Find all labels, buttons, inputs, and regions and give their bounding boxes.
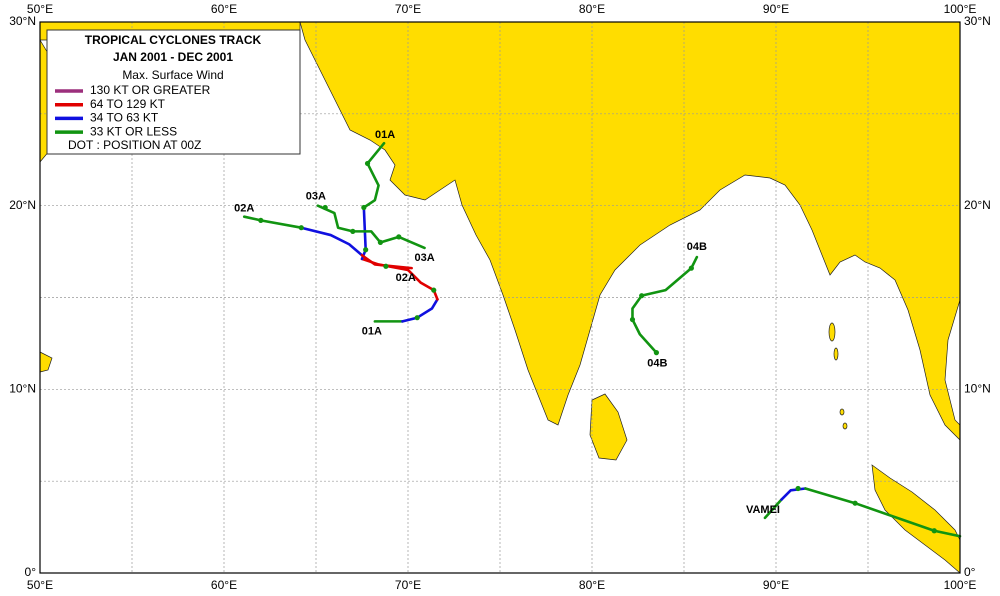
sri-lanka bbox=[589, 393, 628, 461]
legend-note: DOT : POSITION AT 00Z bbox=[68, 138, 201, 152]
track-segment bbox=[316, 204, 426, 250]
x-tick-label: 90°E bbox=[763, 2, 789, 16]
island bbox=[828, 322, 836, 342]
position-dot bbox=[350, 228, 356, 234]
y-tick-label: 0° bbox=[964, 565, 976, 579]
legend: TROPICAL CYCLONES TRACK JAN 2001 - DEC 2… bbox=[46, 29, 301, 155]
track-label: VAMEI bbox=[746, 504, 780, 516]
position-dot bbox=[852, 500, 858, 506]
track-label: 01A bbox=[362, 325, 382, 337]
track-segment bbox=[804, 487, 962, 538]
track-segment bbox=[763, 498, 783, 520]
position-dot bbox=[258, 217, 264, 223]
track-label: 02A bbox=[234, 203, 254, 215]
y-tick-label: 10°N bbox=[964, 382, 991, 396]
position-dot bbox=[414, 315, 420, 321]
position-dot bbox=[795, 485, 801, 492]
legend-box bbox=[46, 29, 301, 155]
frame bbox=[39, 21, 961, 574]
track-label: 04B bbox=[647, 358, 667, 370]
subtitle: JAN 2001 - DEC 2001 bbox=[113, 50, 233, 64]
y-tick-label: 30°N bbox=[9, 14, 36, 28]
y-tick-label: 30°N bbox=[964, 14, 991, 28]
position-dot bbox=[653, 350, 660, 356]
position-dot bbox=[363, 247, 369, 253]
position-dot bbox=[431, 287, 437, 293]
x-tick-label: 100°E bbox=[944, 2, 977, 16]
track-label: 03A bbox=[306, 191, 326, 203]
track-label: 03A bbox=[414, 252, 434, 264]
x-tick-label: 80°E bbox=[579, 578, 605, 592]
landmass bbox=[299, 21, 961, 441]
position-dot bbox=[931, 528, 937, 534]
legend-label: 64 TO 129 KT bbox=[90, 97, 166, 111]
legend-label: 33 KT OR LESS bbox=[90, 124, 177, 138]
y-tick-label: 20°N bbox=[9, 198, 36, 212]
position-dot bbox=[629, 316, 636, 323]
x-tick-label: 70°E bbox=[395, 2, 421, 16]
track-label: 04B bbox=[687, 241, 707, 253]
island bbox=[842, 422, 848, 430]
position-dot bbox=[639, 293, 645, 299]
ticks: 50°E 50°E 60°E 60°E 70°E 70°E 80°E 80°E 90°E 90°E… bbox=[9, 2, 991, 592]
track-segment bbox=[362, 141, 386, 209]
track-label: 02A bbox=[396, 272, 416, 284]
position-dot bbox=[322, 204, 328, 211]
position-dot bbox=[361, 204, 367, 211]
x-tick-label: 80°E bbox=[579, 2, 605, 16]
x-tick-label: 60°E bbox=[211, 2, 237, 16]
legend-label: 130 KT OR GREATER bbox=[90, 83, 211, 97]
y-tick-label: 0° bbox=[25, 565, 37, 579]
x-tick-label: 90°E bbox=[763, 578, 789, 592]
position-dot bbox=[377, 239, 383, 245]
x-tick-label: 100°E bbox=[944, 578, 977, 592]
track-segment bbox=[299, 226, 364, 257]
title: TROPICAL CYCLONES TRACK bbox=[85, 33, 262, 47]
track-segment bbox=[631, 255, 699, 354]
x-tick-label: 50°E bbox=[27, 2, 53, 16]
position-dot bbox=[298, 225, 304, 231]
legend-label: 34 TO 63 KT bbox=[90, 111, 159, 125]
position-dot bbox=[364, 160, 371, 167]
position-dot bbox=[383, 263, 389, 269]
y-tick-label: 10°N bbox=[9, 382, 36, 396]
x-tick-label: 70°E bbox=[395, 578, 421, 592]
position-dot bbox=[688, 265, 694, 271]
x-tick-label: 50°E bbox=[27, 578, 53, 592]
track-label: 01A bbox=[375, 129, 395, 141]
x-tick-label: 60°E bbox=[211, 578, 237, 592]
track-segment bbox=[401, 298, 439, 323]
track-segment bbox=[360, 253, 413, 270]
island bbox=[833, 347, 839, 361]
legend-heading: Max. Surface Wind bbox=[122, 68, 223, 82]
island bbox=[839, 408, 845, 416]
position-dot bbox=[396, 234, 402, 240]
tracks: 01A 01A 02A 02A 03A 03A 04B 04B VAMEI bbox=[234, 129, 962, 538]
y-tick-label: 20°N bbox=[964, 198, 991, 212]
